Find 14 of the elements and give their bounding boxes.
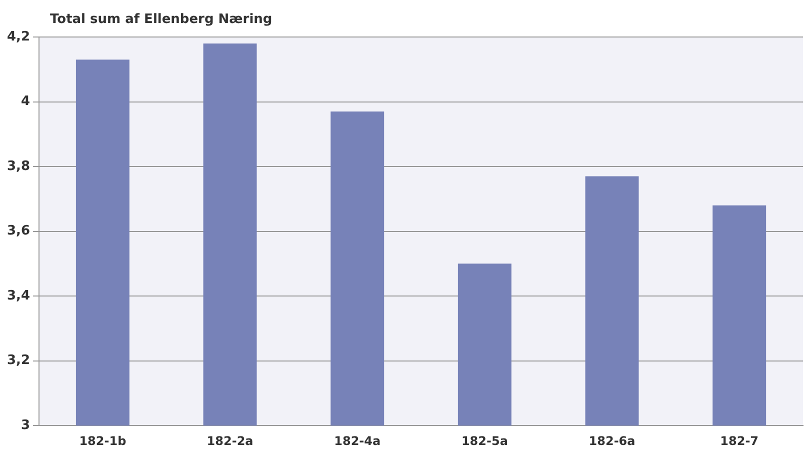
y-tick-label: 3,6 [7, 224, 30, 239]
y-tick-label: 4,2 [7, 29, 30, 44]
x-tick-label: 182-6a [588, 434, 636, 448]
y-tick-label: 3 [20, 418, 30, 433]
x-tick-label: 182-5a [461, 434, 508, 448]
chart-title: Total sum af Ellenberg Næring [50, 12, 272, 27]
y-tick-label: 4 [20, 94, 30, 110]
x-tick-label: 182-1b [79, 434, 127, 448]
x-tick-label: 182-2a [206, 434, 254, 448]
x-tick-label: 182-7 [720, 434, 759, 448]
x-tick-label: 182-4a [334, 434, 381, 448]
y-tick-label: 3,4 [7, 288, 30, 304]
y-tick-label: 3,2 [7, 353, 30, 368]
y-tick-label: 3,8 [7, 158, 30, 174]
